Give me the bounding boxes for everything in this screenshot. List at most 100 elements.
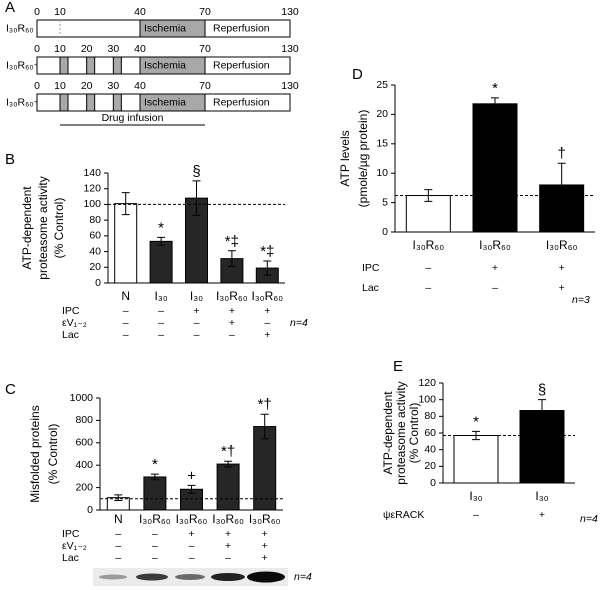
western-blot xyxy=(93,568,288,586)
annotation: † xyxy=(557,145,565,162)
blot-band xyxy=(211,573,245,581)
condition-value: – xyxy=(152,552,158,564)
condition-value: – xyxy=(492,282,498,294)
error-bar xyxy=(557,162,566,208)
y-tick-label: 0 xyxy=(87,504,93,516)
annotation: *† xyxy=(258,396,272,413)
condition-value: + xyxy=(262,552,268,564)
x-tick-label: I₃₀R₆₀ xyxy=(176,512,208,526)
y-tick-label: 1000 xyxy=(70,392,94,404)
error-bar xyxy=(260,413,269,440)
n-label: n=4 xyxy=(580,513,598,525)
y-tick-label: 10 xyxy=(376,167,388,179)
row-label: I₃₀R₆₀ xyxy=(6,22,34,34)
n-label: n=4 xyxy=(290,317,308,329)
condition-value: – xyxy=(123,317,129,329)
annotation: *‡ xyxy=(225,233,239,250)
condition-value: – xyxy=(152,540,158,552)
n-label: n=4 xyxy=(294,571,312,583)
y-tick-label: 5 xyxy=(382,196,388,208)
error-bar xyxy=(227,250,236,267)
timeline-tick: 30 xyxy=(107,43,119,55)
drug-label: Drug infusion xyxy=(102,112,164,124)
condition-value: + xyxy=(539,509,545,521)
ipc-box xyxy=(112,56,122,75)
timeline-tick: 70 xyxy=(199,80,211,92)
condition-name: IPC xyxy=(362,262,380,274)
panel-letter: A xyxy=(5,0,15,16)
error-bar xyxy=(224,460,233,468)
condition-value: – xyxy=(115,540,121,552)
x-tick-label: I₃₀ xyxy=(535,489,548,503)
ischemia-label: Ischemia xyxy=(144,59,186,71)
y-tick-label: 0 xyxy=(382,226,388,238)
annotation: *† xyxy=(221,443,235,460)
annotation: § xyxy=(538,382,546,399)
y-tick-label: 120 xyxy=(418,377,436,389)
y-tick-label: 0 xyxy=(95,277,101,289)
condition-value: – xyxy=(425,282,431,294)
condition-value: – xyxy=(189,540,195,552)
x-tick-label: N xyxy=(114,512,123,526)
condition-value: – xyxy=(158,317,164,329)
timeline-tick: 0 xyxy=(34,6,40,18)
x-tick-label: I₃₀R₆₀ xyxy=(546,238,578,252)
timeline-tick: 40 xyxy=(134,6,146,18)
ischemia-label: Ischemia xyxy=(144,96,186,108)
condition-value: + xyxy=(559,262,565,274)
x-tick-label: I₃₀R₆₀ xyxy=(412,238,444,252)
y-tick-label: 100 xyxy=(418,393,436,405)
condition-value: – xyxy=(225,552,231,564)
y-axis-label: (% Control) xyxy=(46,424,60,485)
ipc-box xyxy=(59,56,69,75)
timeline-tick: 0 xyxy=(34,80,40,92)
x-tick-label: I₃₀R₆₀ xyxy=(249,512,281,526)
condition-value: – xyxy=(473,509,479,521)
annotation: * xyxy=(473,413,479,430)
ischemia-box xyxy=(139,19,206,38)
blot-band xyxy=(136,573,168,581)
timeline-tick: 10 xyxy=(54,43,66,55)
timeline-tick: 30 xyxy=(107,80,119,92)
blot-band xyxy=(99,574,127,580)
y-axis-label: (pmole/µg protein) xyxy=(356,110,370,208)
timeline-tick: 20 xyxy=(81,43,93,55)
ipc-box xyxy=(112,93,122,112)
y-tick-label: 20 xyxy=(376,108,388,120)
ischemia-box xyxy=(139,93,206,112)
condition-value: + xyxy=(193,305,199,317)
x-tick-label: I₃₀R₆₀ xyxy=(479,238,511,252)
condition-value: – xyxy=(425,262,431,274)
y-tick-label: 100 xyxy=(83,198,101,210)
condition-name: Lac xyxy=(362,282,379,294)
timeline-tick: 10 xyxy=(54,80,66,92)
y-tick-label: 25 xyxy=(376,79,388,91)
condition-value: + xyxy=(225,540,231,552)
x-tick-label: N xyxy=(121,289,130,303)
y-axis-label: ATP levels xyxy=(338,130,352,186)
bar xyxy=(472,103,518,233)
y-tick-label: 60 xyxy=(424,427,436,439)
bar xyxy=(453,435,499,484)
condition-value: – xyxy=(194,317,200,329)
y-tick-label: 600 xyxy=(75,437,93,449)
condition-value: – xyxy=(189,552,195,564)
condition-value: + xyxy=(559,282,565,294)
condition-value: – xyxy=(194,329,200,341)
timeline-tick: 130 xyxy=(281,43,299,55)
y-tick-label: 0 xyxy=(430,477,436,489)
timeline-tick: 70 xyxy=(199,6,211,18)
y-tick-label: 400 xyxy=(75,459,93,471)
condition-value: + xyxy=(264,305,270,317)
x-tick-label: I₃₀R₆₀ xyxy=(251,289,283,303)
bar xyxy=(149,240,173,284)
annotation: § xyxy=(192,163,200,180)
ipc-box xyxy=(86,93,96,112)
condition-value: – xyxy=(115,528,121,540)
y-tick-label: 40 xyxy=(89,245,101,257)
annotation: * xyxy=(158,219,164,236)
blot-band xyxy=(175,574,205,580)
y-axis-label: Misfolded proteins xyxy=(28,405,42,502)
timeline-tick: 10 xyxy=(54,6,66,18)
y-axis-label: (% Control) xyxy=(52,198,66,259)
